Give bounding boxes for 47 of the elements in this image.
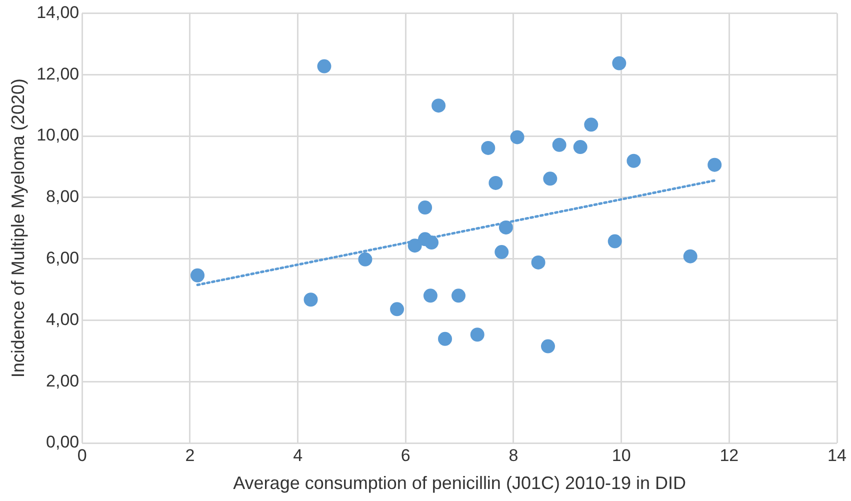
y-tick-label: 14,00 <box>36 2 80 22</box>
point <box>683 249 698 264</box>
point <box>418 200 432 215</box>
y-tick-label: 8,00 <box>46 187 80 206</box>
point <box>390 302 404 316</box>
point <box>408 238 422 253</box>
x-tick-label: 10 <box>612 446 631 465</box>
y-tick-label: 0,00 <box>46 432 80 452</box>
point <box>552 138 566 152</box>
x-tick-label: 6 <box>400 446 410 465</box>
point <box>531 255 546 270</box>
x-tick-label: 14 <box>828 446 846 465</box>
y-tick-label: 2,00 <box>46 371 80 390</box>
y-tick-label: 6,00 <box>46 248 80 268</box>
point <box>608 234 622 248</box>
point <box>424 236 439 250</box>
point <box>304 292 318 307</box>
point <box>423 288 438 303</box>
point <box>510 130 524 144</box>
point <box>543 172 558 186</box>
x-tick-label: 12 <box>720 446 739 465</box>
point <box>488 176 503 190</box>
point <box>573 140 588 154</box>
point <box>470 328 484 342</box>
point <box>451 288 466 303</box>
point <box>494 245 509 260</box>
x-tick-label: 2 <box>185 446 195 465</box>
point <box>498 220 513 234</box>
point <box>708 158 722 172</box>
point <box>317 59 332 74</box>
point <box>584 118 598 132</box>
point <box>432 98 446 113</box>
x-tick-label: 0 <box>77 446 87 465</box>
point <box>190 268 205 282</box>
point <box>626 154 641 168</box>
point <box>358 252 372 266</box>
x-axis-title: Average consumption of penicillin (J01C) 2010-19 in DID <box>233 473 686 494</box>
y-axis-title: Incidence of Multiple Myeloma (2020) <box>8 78 28 378</box>
point <box>612 56 626 70</box>
point <box>540 339 555 354</box>
y-tick-label: 4,00 <box>46 310 80 329</box>
y-tick-label: 10,00 <box>36 126 80 145</box>
point <box>438 332 452 346</box>
x-tick-label: 4 <box>293 446 303 465</box>
x-tick-label: 8 <box>508 446 518 465</box>
y-tick-label: 12,00 <box>36 64 80 84</box>
point <box>481 140 496 155</box>
